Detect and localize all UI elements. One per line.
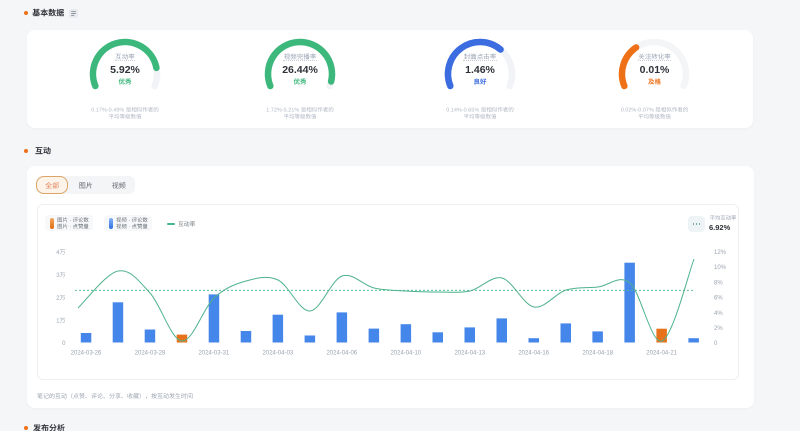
svg-text:2024-04-13: 2024-04-13: [454, 351, 485, 357]
svg-text:8%: 8%: [714, 280, 723, 286]
svg-text:2024-03-26: 2024-03-26: [71, 351, 102, 357]
svg-text:4%: 4%: [714, 311, 723, 317]
svg-text:2024-04-18: 2024-04-18: [582, 351, 613, 357]
svg-text:2024-03-28: 2024-03-28: [135, 351, 166, 357]
svg-text:2024-04-03: 2024-04-03: [263, 351, 294, 357]
svg-text:0: 0: [714, 341, 718, 347]
svg-text:2024-03-31: 2024-03-31: [199, 351, 230, 357]
svg-text:2024-04-10: 2024-04-10: [390, 351, 421, 357]
svg-text:2024-04-21: 2024-04-21: [646, 351, 677, 357]
svg-text:2024-04-06: 2024-04-06: [326, 351, 357, 357]
svg-text:2%: 2%: [714, 326, 723, 332]
svg-text:6%: 6%: [714, 296, 723, 302]
svg-text:2024-04-16: 2024-04-16: [518, 351, 549, 357]
svg-text:0: 0: [62, 341, 66, 347]
svg-text:10%: 10%: [714, 265, 727, 271]
svg-text:12%: 12%: [714, 250, 727, 256]
